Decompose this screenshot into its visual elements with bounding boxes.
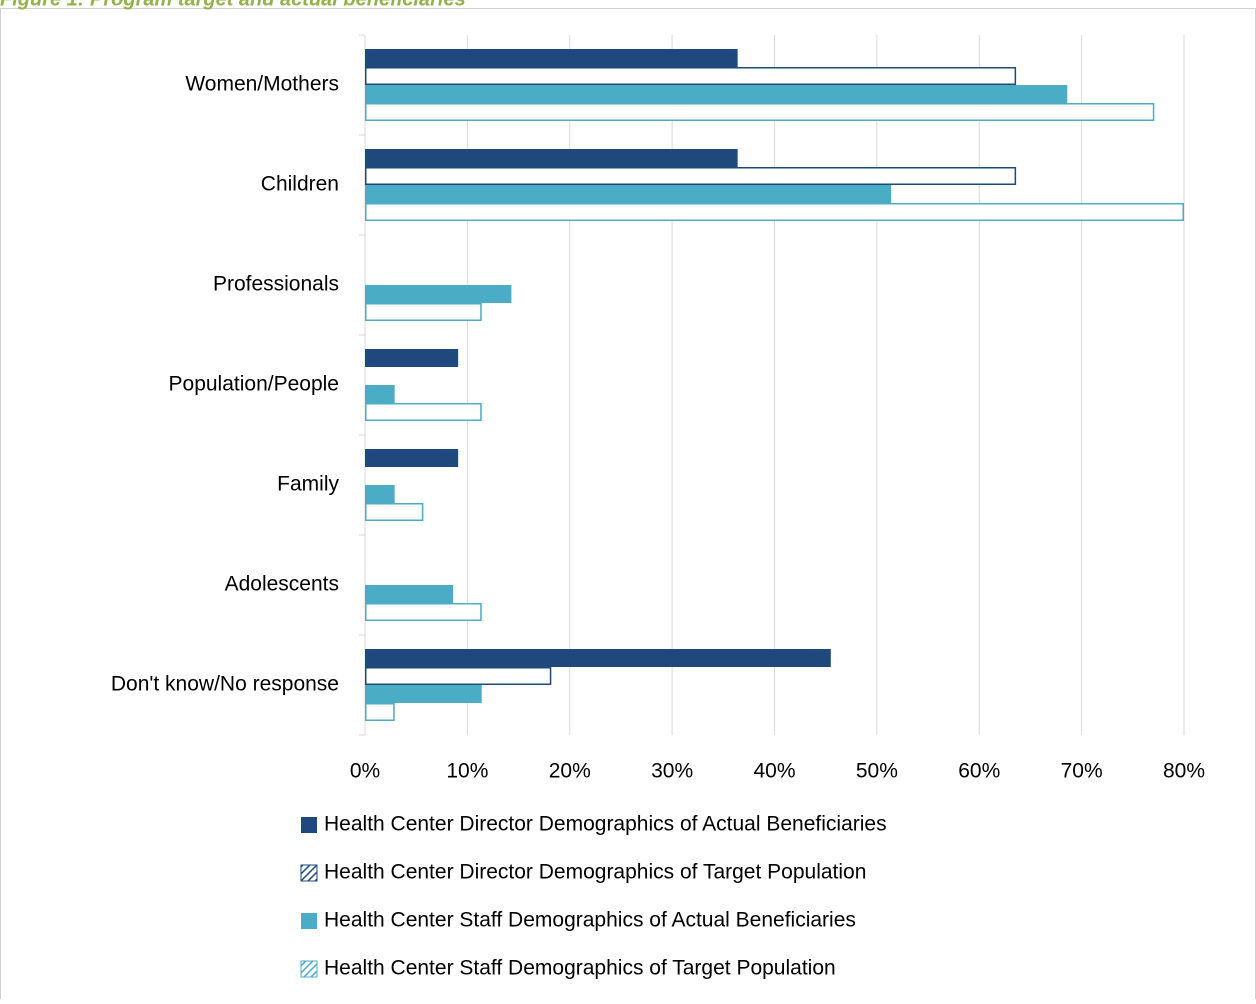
bar bbox=[365, 349, 459, 367]
x-tick-label: 10% bbox=[446, 760, 488, 783]
y-tick-label: Children bbox=[261, 173, 339, 196]
bar bbox=[365, 103, 1155, 121]
legend-label: Health Center Director Demographics of T… bbox=[324, 861, 866, 884]
y-tick-label: Women/Mothers bbox=[185, 73, 339, 96]
bar bbox=[365, 667, 552, 685]
legend-label: Health Center Staff Demographics of Targ… bbox=[324, 957, 836, 980]
legend-label: Health Center Staff Demographics of Actu… bbox=[324, 909, 856, 932]
bar bbox=[365, 485, 395, 503]
y-tick-label: Don't know/No response bbox=[111, 673, 339, 696]
bar bbox=[365, 85, 1068, 103]
x-tick-label: 20% bbox=[549, 760, 591, 783]
bar bbox=[365, 149, 738, 167]
bar bbox=[365, 649, 831, 667]
bar bbox=[365, 203, 1184, 221]
legend-swatch bbox=[300, 960, 318, 978]
x-tick-label: 30% bbox=[651, 760, 693, 783]
bar bbox=[365, 449, 459, 467]
chart-title: Figure 1: Program target and actual bene… bbox=[0, 0, 466, 10]
bar bbox=[365, 585, 454, 603]
bar bbox=[365, 603, 482, 621]
x-tick-label: 40% bbox=[753, 760, 795, 783]
y-tick-label: Adolescents bbox=[225, 573, 339, 596]
bar bbox=[365, 167, 1017, 185]
legend-swatch bbox=[301, 913, 317, 929]
legend-swatch bbox=[301, 817, 317, 833]
x-tick-label: 0% bbox=[350, 760, 380, 783]
y-tick-label: Professionals bbox=[213, 273, 339, 296]
bar bbox=[365, 67, 1017, 85]
x-tick-label: 60% bbox=[958, 760, 1000, 783]
bar bbox=[365, 49, 738, 67]
x-tick-label: 50% bbox=[856, 760, 898, 783]
bar bbox=[365, 503, 424, 521]
y-tick-label: Population/People bbox=[169, 373, 339, 396]
legend-label: Health Center Director Demographics of A… bbox=[324, 813, 887, 836]
x-tick-label: 70% bbox=[1061, 760, 1103, 783]
bar bbox=[365, 303, 482, 321]
bar bbox=[365, 685, 482, 703]
bar bbox=[365, 185, 892, 203]
legend-swatch bbox=[300, 864, 318, 882]
x-tick-label: 80% bbox=[1163, 760, 1205, 783]
bar bbox=[365, 285, 512, 303]
bar bbox=[365, 403, 482, 421]
bar bbox=[365, 703, 395, 721]
y-tick-label: Family bbox=[277, 473, 339, 496]
bar bbox=[365, 385, 395, 403]
